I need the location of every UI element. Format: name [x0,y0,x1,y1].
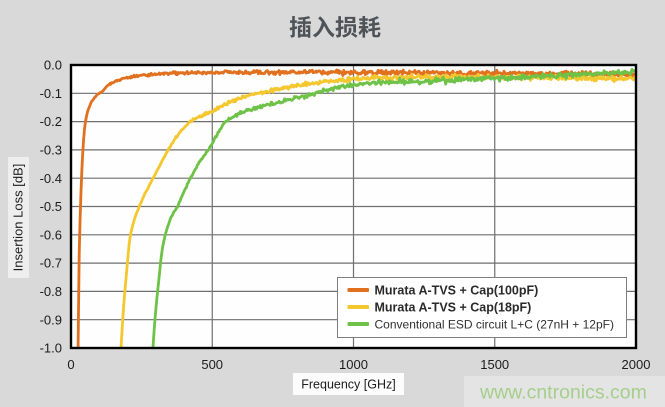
svg-text:-0.7: -0.7 [40,256,62,271]
svg-text:www.cntronics.com: www.cntronics.com [479,382,647,404]
svg-text:-0.5: -0.5 [40,199,62,214]
svg-text:-0.8: -0.8 [40,284,62,299]
svg-text:-1.0: -1.0 [40,341,62,356]
svg-text:0: 0 [67,357,74,372]
svg-text:Murata A-TVS + Cap(18pF): Murata A-TVS + Cap(18pF) [375,301,532,315]
svg-text:0.0: 0.0 [44,58,62,73]
svg-text:-0.4: -0.4 [40,171,62,186]
svg-text:1000: 1000 [339,357,368,372]
svg-text:-0.2: -0.2 [40,114,62,129]
svg-text:-0.6: -0.6 [40,227,62,242]
svg-text:Conventional ESD circuit L+C (: Conventional ESD circuit L+C (27nH + 12p… [375,318,614,332]
svg-text:-0.9: -0.9 [40,312,62,327]
svg-text:Insertion Loss [dB]: Insertion Loss [dB] [11,164,26,272]
svg-text:Frequency [GHz]: Frequency [GHz] [301,378,395,392]
svg-text:1500: 1500 [480,357,509,372]
svg-text:2000: 2000 [622,357,651,372]
svg-text:-0.3: -0.3 [40,143,62,158]
svg-text:Murata A-TVS + Cap(100pF): Murata A-TVS + Cap(100pF) [375,284,539,298]
svg-text:500: 500 [201,357,223,372]
svg-text:-0.1: -0.1 [40,86,62,101]
